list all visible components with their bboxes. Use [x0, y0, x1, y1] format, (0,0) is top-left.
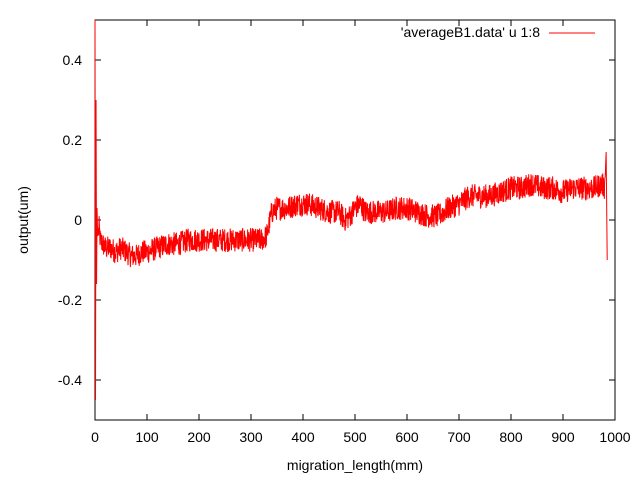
x-tick-label: 300 [239, 429, 263, 445]
x-axis-label: migration_length(mm) [287, 457, 423, 473]
series-line [94, 19, 608, 401]
y-tick-label: -0.2 [58, 292, 82, 308]
y-axis-ticks: -0.4 -0.2 0 0.2 0.4 [58, 52, 615, 388]
x-tick-label: 800 [499, 429, 523, 445]
legend: 'averageB1.data' u 1:8 [401, 24, 595, 40]
x-tick-label: 1000 [599, 429, 630, 445]
y-tick-label: 0.4 [63, 52, 83, 68]
x-tick-label: 900 [551, 429, 575, 445]
series-layer [94, 19, 608, 401]
x-tick-label: 500 [343, 429, 367, 445]
x-tick-label: 600 [395, 429, 419, 445]
x-tick-label: 0 [91, 429, 99, 445]
x-tick-label: 100 [135, 429, 159, 445]
plot-frame [94, 19, 616, 421]
y-tick-label: 0.2 [63, 132, 83, 148]
y-tick-label: 0 [74, 212, 82, 228]
x-tick-label: 200 [187, 429, 211, 445]
x-tick-label: 700 [447, 429, 471, 445]
x-axis-ticks: 0 100 200 300 400 500 600 700 800 900 1000 [91, 20, 631, 445]
x-tick-label: 400 [291, 429, 315, 445]
legend-label: 'averageB1.data' u 1:8 [401, 24, 540, 40]
y-axis-label: output(um) [15, 186, 31, 254]
y-tick-label: -0.4 [58, 372, 82, 388]
